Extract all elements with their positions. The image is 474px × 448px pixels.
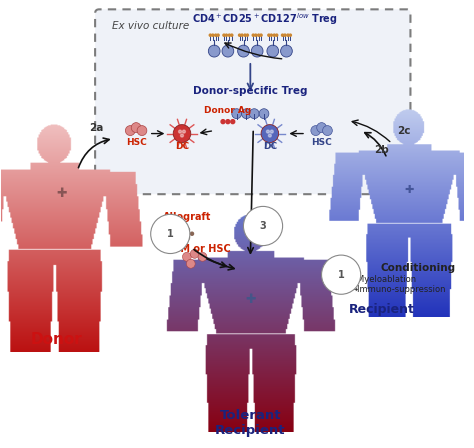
Text: 2b: 2b: [374, 146, 389, 155]
FancyBboxPatch shape: [95, 9, 410, 194]
Circle shape: [281, 45, 292, 57]
Circle shape: [242, 109, 251, 119]
Circle shape: [283, 34, 287, 37]
Circle shape: [317, 123, 327, 133]
Text: ✤: ✤: [180, 226, 194, 244]
Circle shape: [198, 252, 207, 261]
Circle shape: [254, 34, 257, 37]
Circle shape: [249, 109, 259, 119]
Text: Donor: Donor: [31, 332, 82, 347]
Circle shape: [237, 45, 249, 57]
Circle shape: [266, 130, 269, 133]
Text: ✚: ✚: [245, 293, 255, 306]
Text: 1: 1: [338, 270, 345, 280]
Text: 1: 1: [167, 229, 173, 239]
Circle shape: [259, 34, 263, 37]
Circle shape: [225, 34, 228, 37]
Circle shape: [259, 109, 269, 119]
Circle shape: [267, 45, 279, 57]
Circle shape: [190, 250, 199, 258]
Text: Conditioning: Conditioning: [380, 263, 456, 273]
Circle shape: [182, 252, 191, 261]
Circle shape: [214, 34, 218, 37]
Circle shape: [181, 134, 183, 137]
Circle shape: [240, 34, 244, 37]
Text: Ex vivo culture: Ex vivo culture: [112, 21, 189, 31]
Circle shape: [261, 125, 279, 142]
Circle shape: [231, 120, 235, 124]
Text: Allograft: Allograft: [163, 212, 211, 222]
Circle shape: [226, 120, 230, 124]
Circle shape: [228, 34, 231, 37]
Text: Donor Ag: Donor Ag: [204, 106, 252, 115]
Circle shape: [270, 130, 273, 133]
Text: 2a: 2a: [89, 123, 104, 133]
Text: HSC: HSC: [311, 138, 332, 147]
Circle shape: [243, 34, 247, 37]
Circle shape: [126, 125, 135, 136]
Circle shape: [216, 34, 220, 37]
Circle shape: [232, 109, 242, 119]
Circle shape: [286, 34, 290, 37]
Circle shape: [273, 34, 276, 37]
Circle shape: [238, 34, 241, 37]
Circle shape: [267, 34, 271, 37]
Circle shape: [186, 259, 195, 268]
Text: 2c: 2c: [397, 125, 410, 136]
Circle shape: [211, 34, 215, 37]
Text: DC: DC: [175, 142, 189, 151]
Text: Tolerant
Recipient: Tolerant Recipient: [215, 409, 286, 437]
Circle shape: [289, 34, 292, 37]
Text: Donor-specific Treg: Donor-specific Treg: [193, 86, 308, 96]
Text: →Myeloablation: →Myeloablation: [351, 275, 417, 284]
Text: BM or HSC: BM or HSC: [173, 244, 230, 254]
Circle shape: [131, 123, 141, 133]
Circle shape: [281, 34, 284, 37]
Circle shape: [275, 34, 278, 37]
Text: 3: 3: [260, 221, 266, 231]
Circle shape: [311, 125, 320, 136]
Text: →Immuno-suppression: →Immuno-suppression: [351, 285, 447, 294]
Circle shape: [257, 34, 260, 37]
Circle shape: [222, 34, 226, 37]
Circle shape: [270, 34, 273, 37]
Circle shape: [246, 34, 249, 37]
Text: DC: DC: [263, 142, 277, 151]
Circle shape: [182, 130, 185, 133]
Circle shape: [323, 125, 332, 136]
Circle shape: [179, 130, 182, 133]
Circle shape: [230, 34, 234, 37]
Circle shape: [209, 45, 220, 57]
Circle shape: [251, 45, 263, 57]
Circle shape: [221, 120, 225, 124]
Text: CD4$^+$CD25$^+$CD127$^{low}$ Treg: CD4$^+$CD25$^+$CD127$^{low}$ Treg: [192, 11, 338, 27]
Circle shape: [173, 125, 191, 142]
Text: ✚: ✚: [405, 185, 414, 195]
Circle shape: [222, 45, 234, 57]
Text: ✚: ✚: [57, 187, 67, 200]
Circle shape: [252, 34, 255, 37]
Circle shape: [209, 34, 212, 37]
Text: Recipient: Recipient: [349, 303, 415, 316]
Text: HSC: HSC: [126, 138, 146, 147]
Circle shape: [137, 125, 147, 136]
Circle shape: [268, 134, 271, 137]
